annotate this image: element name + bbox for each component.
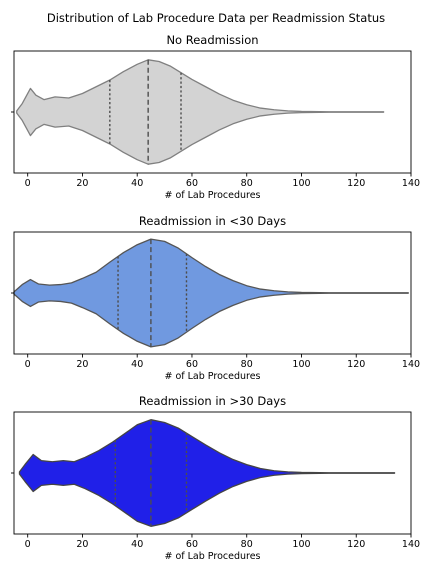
violin-panel-2: Readmission in <30 Days 0 20 40 60 80 100 120 14… bbox=[11, 214, 420, 382]
x-tick-label: 80 bbox=[241, 539, 253, 550]
violin-body bbox=[13, 238, 409, 348]
x-axis-label: # of Lab Procedures bbox=[164, 371, 260, 382]
x-tick-label: 40 bbox=[131, 359, 143, 370]
x-tick-label: 20 bbox=[76, 539, 88, 550]
x-tick-label: 40 bbox=[131, 178, 143, 189]
x-tick-label: 60 bbox=[186, 178, 198, 189]
x-tick-label: 0 bbox=[25, 359, 31, 370]
x-tick-label: 100 bbox=[292, 178, 310, 189]
violin-body bbox=[16, 59, 385, 165]
x-tick-label: 40 bbox=[131, 539, 143, 550]
x-tick-label: 100 bbox=[292, 539, 310, 550]
violin-panel-3: Readmission in >30 Days 0 20 40 60 80 100 120 14… bbox=[11, 394, 420, 562]
x-tick-label: 120 bbox=[347, 178, 365, 189]
panel-title: No Readmission bbox=[166, 33, 258, 47]
panel-title: Readmission in <30 Days bbox=[139, 214, 286, 228]
x-tick-label: 140 bbox=[402, 539, 420, 550]
x-tick-label: 80 bbox=[241, 359, 253, 370]
x-tick-label: 140 bbox=[402, 178, 420, 189]
violin-panel-1: No Readmission 0 20 40 60 80 100 120 140 # of Lab… bbox=[11, 33, 420, 201]
x-tick-label: 0 bbox=[25, 178, 31, 189]
x-tick-label: 120 bbox=[347, 359, 365, 370]
x-tick-label: 60 bbox=[186, 359, 198, 370]
x-tick-label: 60 bbox=[186, 539, 198, 550]
panel-title: Readmission in >30 Days bbox=[139, 394, 286, 408]
x-tick-label: 100 bbox=[292, 359, 310, 370]
x-tick-label: 120 bbox=[347, 539, 365, 550]
figure-suptitle: Distribution of Lab Procedure Data per R… bbox=[47, 11, 385, 25]
x-axis-label: # of Lab Procedures bbox=[164, 190, 260, 201]
x-tick-label: 0 bbox=[25, 539, 31, 550]
x-tick-label: 20 bbox=[76, 359, 88, 370]
x-tick-label: 80 bbox=[241, 178, 253, 189]
x-tick-label: 20 bbox=[76, 178, 88, 189]
violin-body bbox=[18, 419, 396, 527]
x-axis-label: # of Lab Procedures bbox=[164, 551, 260, 562]
x-tick-label: 140 bbox=[402, 359, 420, 370]
